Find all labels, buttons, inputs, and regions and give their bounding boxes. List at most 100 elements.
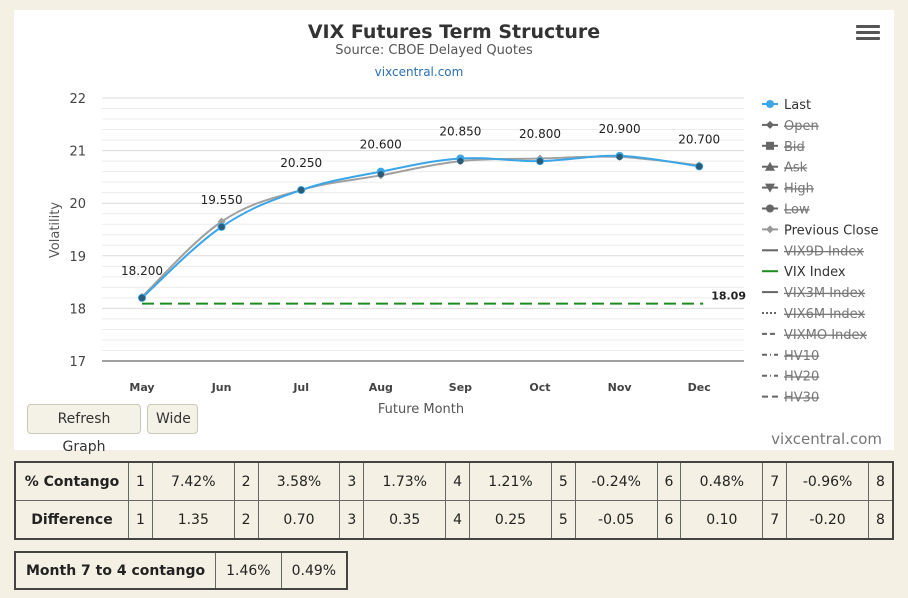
x-tick-label: May	[129, 381, 154, 394]
low-point	[138, 294, 146, 302]
legend-label: VIX9D Index	[784, 244, 864, 259]
low-point	[218, 223, 225, 231]
y-tick-label: 21	[69, 145, 86, 160]
month-number-cell: 3	[339, 500, 365, 540]
legend-item[interactable]: Low	[762, 203, 810, 218]
data-label: 20.850	[439, 124, 481, 138]
legend-label: Previous Close	[784, 223, 879, 238]
low-point	[616, 153, 623, 161]
legend-item[interactable]: Previous Close	[762, 223, 879, 238]
month-number-cell: 2	[233, 500, 259, 540]
legend-label: HV10	[784, 349, 819, 364]
legend-label: Ask	[784, 161, 808, 176]
table-row: % Contango 1 7.42% 2 3.58% 3 1.73% 4 1.21% 5 -0.24…	[14, 461, 894, 501]
data-label: 18.200	[121, 264, 163, 278]
legend-label: VIX3M Index	[784, 286, 865, 301]
wide-button[interactable]: Wide	[147, 404, 198, 434]
legend-marker	[766, 204, 774, 213]
data-label: 20.900	[599, 122, 641, 136]
value-cell: 0.25	[468, 500, 552, 540]
credit-text: vixcentral.com	[771, 430, 882, 448]
x-tick-label: Jul	[292, 381, 309, 394]
legend-label: HV30	[784, 391, 819, 406]
month-number-cell: 3	[339, 461, 365, 501]
legend-item[interactable]: VIXMO Index	[762, 328, 867, 343]
legend-marker	[765, 183, 775, 193]
legend-marker	[766, 225, 774, 234]
data-label: 20.250	[280, 156, 322, 170]
month-number-cell: 8	[868, 500, 894, 540]
legend-item[interactable]: Last	[762, 98, 811, 113]
value-cell: 1.73%	[363, 461, 447, 501]
value-cell: 0.48%	[680, 461, 764, 501]
month-number-cell: 2	[233, 461, 259, 501]
value-cell: -0.24%	[574, 461, 658, 501]
value-cell: 3.58%	[257, 461, 341, 501]
x-tick-label: Jun	[211, 381, 232, 394]
legend-marker	[765, 161, 775, 171]
x-tick-label: Sep	[449, 381, 472, 394]
table-row: Month 7 to 4 contango 1.46% 0.49%	[14, 551, 348, 590]
legend-item[interactable]: Ask	[762, 161, 808, 176]
y-tick-label: 22	[69, 92, 86, 107]
legend-marker	[766, 120, 774, 129]
legend-item[interactable]: VIX Index	[762, 265, 846, 280]
legend-item[interactable]: Bid	[762, 140, 805, 155]
table-row: Difference 1 1.35 2 0.70 3 0.35 4 0.25 5 -0.05 6 0.1…	[14, 500, 894, 540]
legend-label: High	[784, 182, 814, 197]
legend-marker	[766, 141, 774, 150]
legend-marker	[766, 100, 774, 108]
data-label: 19.550	[201, 193, 243, 207]
value-cell: 7.42%	[151, 461, 235, 501]
month74-value: 0.49%	[280, 551, 348, 590]
month74-value: 1.46%	[215, 551, 282, 590]
month-number-cell: 6	[656, 461, 682, 501]
value-cell: -0.20	[786, 500, 870, 540]
contango-table: % Contango 1 7.42% 2 3.58% 3 1.73% 4 1.21% 5 -0.24…	[14, 461, 894, 540]
legend-item[interactable]: VIX6M Index	[762, 307, 865, 322]
y-axis-title: Volatility	[48, 202, 63, 258]
x-axis-title: Future Month	[378, 402, 464, 417]
legend-item[interactable]: Open	[762, 119, 819, 134]
legend-label: Bid	[784, 140, 805, 155]
refresh-graph-button[interactable]: Refresh Graph	[27, 404, 141, 455]
chart-menu-icon[interactable]	[856, 22, 880, 42]
x-tick-label: Aug	[369, 381, 393, 394]
x-tick-label: Nov	[608, 381, 633, 394]
chart-title: VIX Futures Term Structure	[308, 21, 600, 43]
month-number-cell: 4	[445, 500, 470, 540]
month-number-cell: 1	[128, 500, 153, 540]
month-number-cell: 5	[550, 500, 576, 540]
legend-item[interactable]: High	[762, 182, 814, 197]
value-cell: -0.05	[574, 500, 658, 540]
legend-item[interactable]: VIX3M Index	[762, 286, 865, 301]
low-point	[696, 163, 703, 170]
month-number-cell: 1	[128, 461, 153, 501]
legend-item[interactable]: HV30	[762, 391, 819, 406]
x-tick-label: Oct	[529, 381, 550, 394]
low-point	[298, 186, 305, 194]
value-cell: -0.96%	[786, 461, 870, 501]
month-number-cell: 6	[656, 500, 682, 540]
row-label: % Contango	[14, 461, 129, 501]
month-number-cell: 7	[762, 500, 788, 540]
chart-link[interactable]: vixcentral.com	[375, 65, 464, 79]
y-tick-label: 17	[69, 355, 86, 370]
value-cell: 1.35	[151, 500, 235, 540]
vix-index-label: 18.09	[711, 290, 746, 303]
value-cell: 0.10	[680, 500, 764, 540]
value-cell: 1.21%	[468, 461, 552, 501]
value-cell: 0.70	[257, 500, 341, 540]
legend-item[interactable]: HV20	[762, 370, 819, 385]
month-number-cell: 8	[868, 461, 894, 501]
low-point	[457, 157, 464, 165]
legend-item[interactable]: HV10	[762, 349, 819, 364]
y-tick-label: 19	[69, 250, 86, 265]
legend-label: VIX Index	[784, 265, 846, 280]
chart-subtitle: Source: CBOE Delayed Quotes	[335, 43, 533, 58]
month74-label: Month 7 to 4 contango	[14, 551, 217, 590]
legend-item[interactable]: VIX9D Index	[762, 244, 864, 259]
data-label: 20.700	[678, 132, 720, 146]
y-tick-label: 20	[69, 197, 86, 212]
